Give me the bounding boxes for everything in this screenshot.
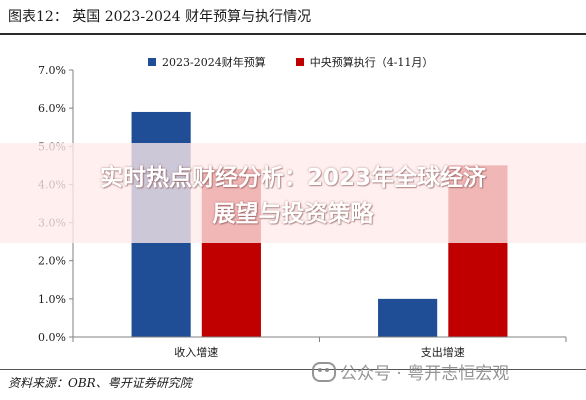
legend-item-actual: 中央预算执行（4-11月） xyxy=(295,54,434,70)
legend-swatch-actual xyxy=(295,58,304,66)
watermark: 公众号 · 粤开志恒宏观 xyxy=(312,359,509,384)
chart-title: 图表12： 英国 2023-2024 财年预算与执行情况 xyxy=(8,9,312,25)
legend-label-actual: 中央预算执行（4-11月） xyxy=(309,56,434,69)
footer-divider xyxy=(0,369,586,370)
wechat-icon xyxy=(312,361,336,382)
y-tick-label: 0.0% xyxy=(38,331,66,344)
y-tick-label: 1.0% xyxy=(38,293,66,306)
x-tick-label: 支出增速 xyxy=(421,345,465,359)
bar-budget xyxy=(378,298,438,337)
legend: 2023-2024财年预算 中央预算执行（4-11月） xyxy=(148,54,433,70)
y-tick-label: 2.0% xyxy=(38,255,66,268)
legend-item-budget: 2023-2024财年预算 xyxy=(148,54,266,70)
watermark-text: 公众号 · 粤开志恒宏观 xyxy=(340,364,510,384)
overlay-headline-line2: 展望与投资策略 xyxy=(212,201,374,227)
y-tick-label: 6.0% xyxy=(38,102,66,115)
y-tick-label: 7.0% xyxy=(38,64,66,77)
source-note: 资料来源：OBR、粤开证券研究院 xyxy=(8,376,192,390)
x-tick-label: 收入增速 xyxy=(174,345,218,359)
title-divider xyxy=(0,33,586,35)
headline-overlay: 实时热点财经分析：2023年全球经济 展望与投资策略 xyxy=(0,143,586,243)
legend-swatch-budget xyxy=(148,58,156,66)
x-axis: 收入增速 支出增速 xyxy=(72,336,567,359)
overlay-headline-line1: 实时热点财经分析：2023年全球经济 xyxy=(99,165,486,191)
legend-label-budget: 2023-2024财年预算 xyxy=(162,56,266,69)
